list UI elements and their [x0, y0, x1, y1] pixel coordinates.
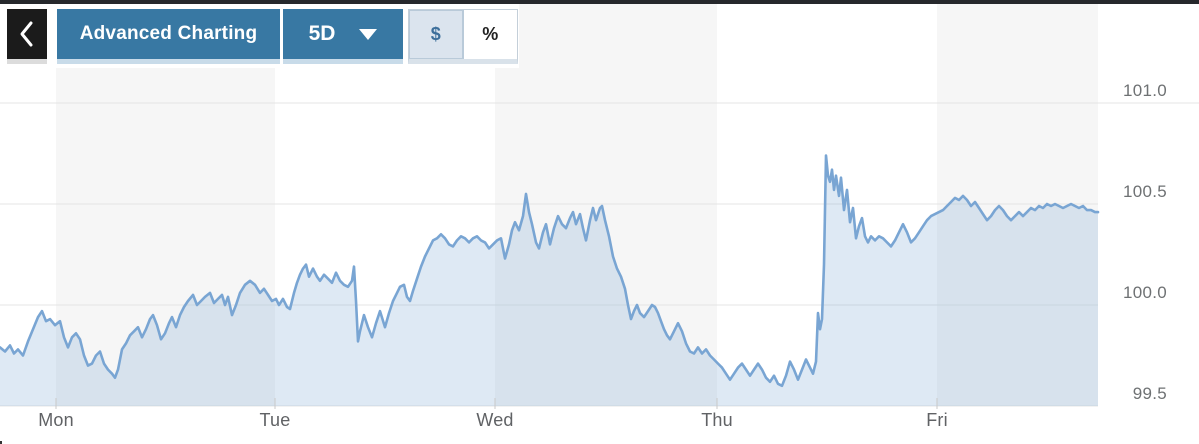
y-axis-label-99.5: 99.5: [1132, 384, 1167, 403]
advanced-charting-label: Advanced Charting: [79, 23, 258, 44]
unit-toggle-group: $ %: [408, 9, 518, 64]
day-band-Wed: [495, 4, 717, 406]
back-button[interactable]: [7, 9, 47, 64]
x-axis-label-Mon: Mon: [38, 410, 74, 430]
chevron-down-icon: [359, 28, 378, 40]
dollar-toggle-button[interactable]: $: [409, 10, 464, 59]
dollar-toggle-label: $: [430, 24, 441, 44]
percent-toggle-label: %: [482, 24, 499, 44]
x-axis-label-Tue: Tue: [259, 410, 291, 430]
x-axis-label-Fri: Fri: [926, 410, 948, 430]
y-axis-label-100.5: 100.5: [1122, 182, 1167, 201]
range-dropdown[interactable]: 5D: [283, 9, 403, 64]
x-axis-label-Wed: Wed: [476, 410, 514, 430]
percent-toggle-button[interactable]: %: [463, 10, 517, 59]
top-border-bar: [0, 0, 1199, 4]
price-line: [0, 154, 1100, 388]
x-axis-label-Thu: Thu: [701, 410, 733, 430]
y-axis-label-101.0: 101.0: [1122, 81, 1167, 100]
page-edge-artifact: [0, 441, 2, 444]
day-band-Mon: [56, 4, 275, 406]
chevron-left-icon: [20, 21, 33, 47]
advanced-charting-button[interactable]: Advanced Charting: [57, 9, 280, 64]
y-axis-label-100.0: 100.0: [1122, 283, 1167, 302]
range-selected-value: 5D: [308, 22, 336, 45]
price-area-fill: [0, 155, 1098, 406]
